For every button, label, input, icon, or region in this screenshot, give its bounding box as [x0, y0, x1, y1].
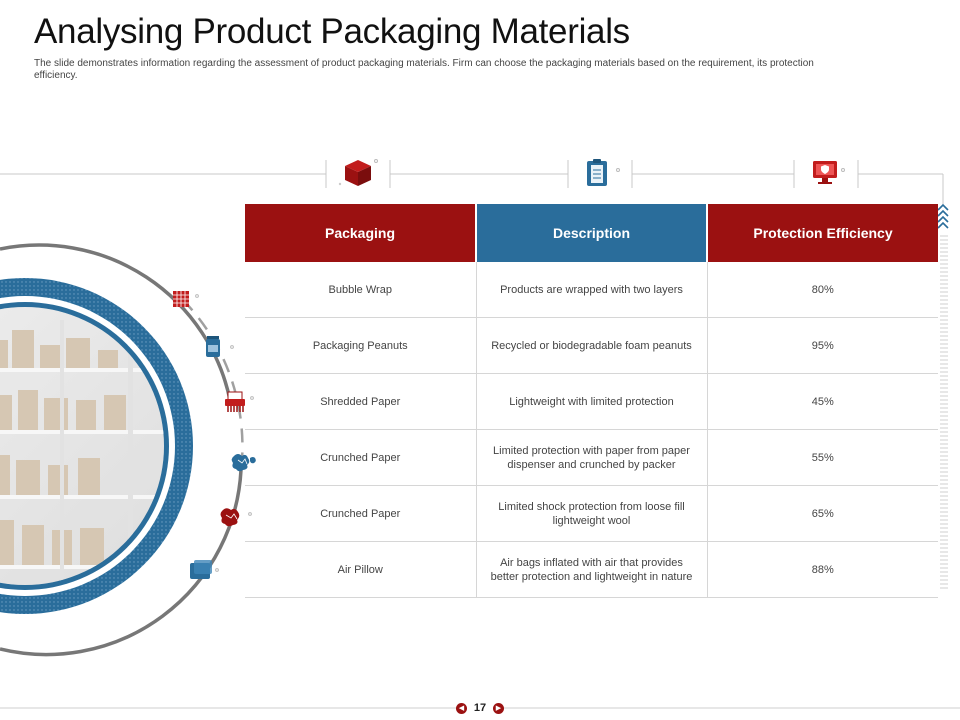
packaging-cell: Bubble Wrap [245, 262, 477, 318]
table-row: Crunched Paper Limited shock protection … [245, 485, 938, 542]
shredder-icon [225, 391, 254, 412]
efficiency-cell: 80% [707, 262, 938, 318]
packaging-cell: Shredded Paper [245, 373, 477, 430]
header-description: Description [476, 204, 708, 262]
packaging-cell: Crunched Paper [245, 485, 477, 542]
page-subtitle: The slide demonstrates information regar… [34, 58, 814, 81]
bubble-wrap-icon [173, 291, 199, 307]
header-connector [0, 160, 944, 205]
chevron-right-icon[interactable]: ▶ [493, 702, 504, 714]
box-3d-icon [338, 159, 378, 186]
packaging-cell: Packaging Peanuts [245, 317, 477, 374]
header-packaging: Packaging [245, 204, 477, 262]
efficiency-cell: 95% [707, 317, 938, 374]
description-cell: Limited protection with paper from paper… [476, 429, 708, 486]
page-number: 17 [473, 702, 487, 714]
table-row: Packaging Peanuts Recycled or biodegrada… [245, 317, 938, 374]
header-protection-efficiency: Protection Efficiency [707, 204, 938, 262]
computer-shield-icon [813, 161, 845, 184]
description-cell: Lightweight with limited protection [476, 373, 708, 430]
side-ruler [937, 203, 949, 589]
page-navigator: ◀ 17 ▶ [456, 699, 504, 717]
chevron-left-icon[interactable]: ◀ [456, 702, 467, 714]
packaging-cell: Crunched Paper [245, 429, 477, 486]
peanuts-bag-icon [206, 336, 234, 357]
packaging-table: Packaging Description Protection Efficie… [245, 204, 938, 598]
table-row: Bubble Wrap Products are wrapped with tw… [245, 262, 938, 318]
warehouse-illustration [0, 243, 244, 657]
packaging-cell: Air Pillow [245, 541, 477, 598]
table-row: Air Pillow Air bags inflated with air th… [245, 541, 938, 598]
table-row: Shredded Paper Lightweight with limited … [245, 373, 938, 430]
table-header-row: Packaging Description Protection Efficie… [245, 204, 938, 262]
efficiency-cell: 45% [707, 373, 938, 430]
description-cell: Recycled or biodegradable foam peanuts [476, 317, 708, 374]
efficiency-cell: 88% [707, 541, 938, 598]
efficiency-cell: 55% [707, 429, 938, 486]
page-title: Analysing Product Packaging Materials [34, 12, 630, 51]
description-cell: Products are wrapped with two layers [476, 262, 708, 318]
description-cell: Limited shock protection from loose fill… [476, 485, 708, 542]
efficiency-cell: 65% [707, 485, 938, 542]
table-row: Crunched Paper Limited protection with p… [245, 429, 938, 486]
description-cell: Air bags inflated with air that provides… [476, 541, 708, 598]
clipboard-icon [587, 159, 620, 186]
air-pillow-icon [190, 560, 219, 579]
